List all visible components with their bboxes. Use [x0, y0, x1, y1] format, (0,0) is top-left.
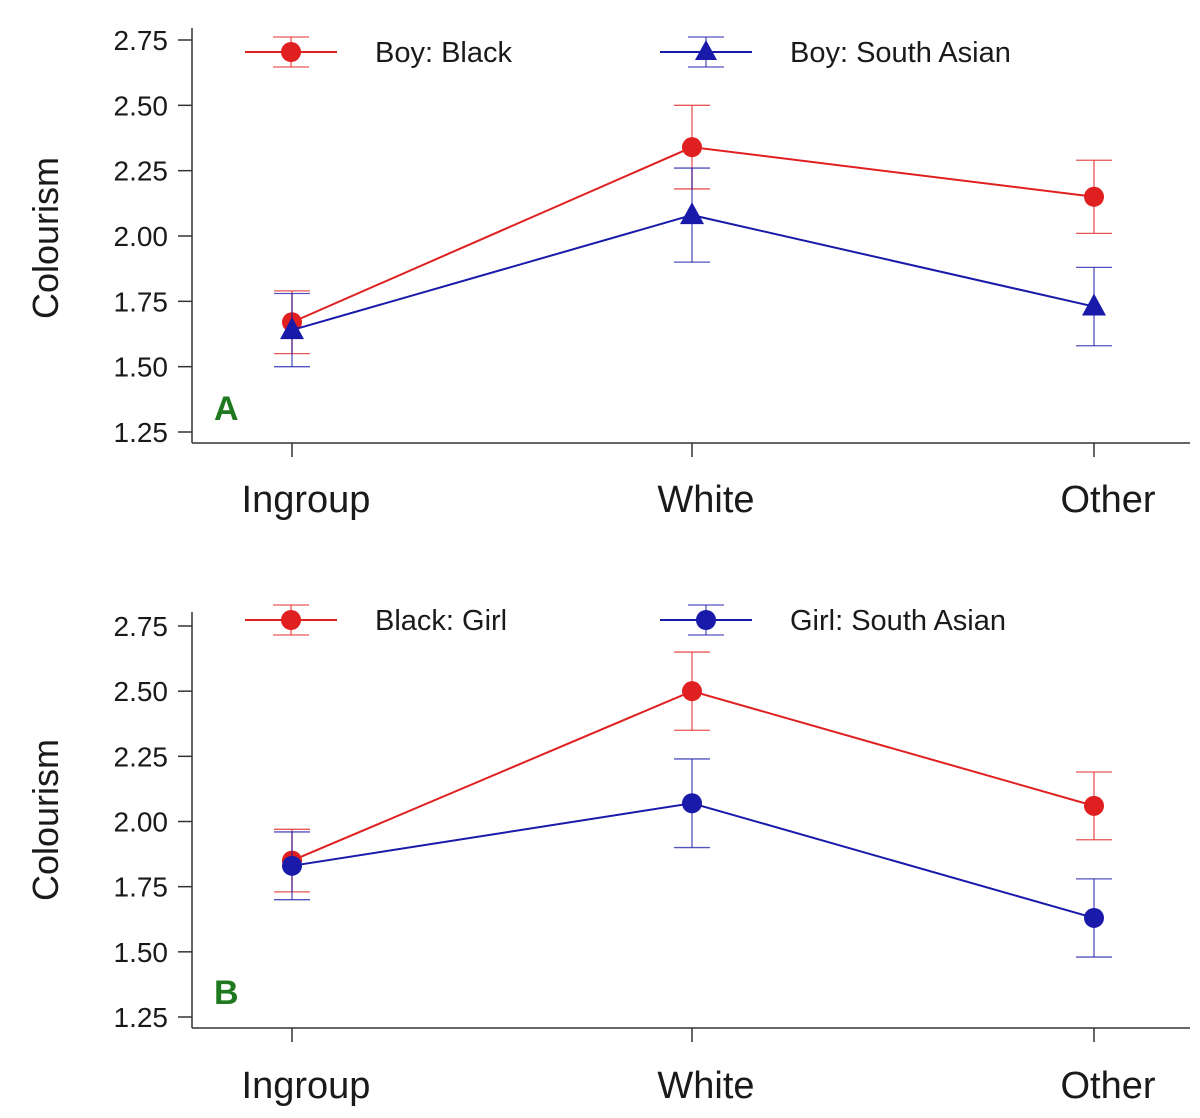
data-point — [682, 137, 702, 158]
y-tick-label: 2.75 — [114, 25, 169, 56]
series-line — [291, 214, 1095, 332]
legend-marker — [696, 610, 716, 630]
y-tick-label: 2.00 — [114, 221, 169, 252]
data-point — [280, 317, 304, 340]
x-category-label: Ingroup — [242, 1065, 371, 1107]
legend-label: Boy: Black — [375, 37, 512, 69]
legend-marker — [281, 610, 301, 630]
y-tick-label: 1.75 — [114, 872, 169, 903]
series-line — [291, 690, 1095, 862]
x-category-label: Ingroup — [242, 479, 371, 521]
legend-label: Girl: South Asian — [790, 605, 1006, 637]
y-tick-label: 1.75 — [114, 286, 169, 317]
y-tick-label: 2.50 — [114, 90, 169, 121]
x-category-label: Other — [1060, 479, 1155, 521]
series-0 — [274, 104, 1112, 355]
x-category-label: White — [657, 479, 754, 521]
y-tick-label: 2.25 — [114, 741, 169, 772]
chart-panel-b: 1.25 1.50 1.75 2.00 2.25 2.50 2.75 Ingroup White… — [25, 604, 1190, 1107]
x-category-label: Other — [1060, 1065, 1155, 1107]
legend-entry-0: Black: Girl — [245, 604, 507, 637]
data-point — [1082, 293, 1106, 316]
legend-entry-1: Boy: South Asian — [660, 36, 1011, 69]
y-tick-label: 2.25 — [114, 156, 169, 187]
y-tick-label: 1.25 — [114, 417, 169, 448]
data-point — [680, 202, 704, 225]
series-1 — [274, 167, 1112, 368]
legend-entry-1: Girl: South Asian — [660, 604, 1006, 637]
legend-marker — [695, 40, 717, 60]
chart-panel-a: 1.25 1.50 1.75 2.00 2.25 2.50 2.75 Ingroup White… — [25, 25, 1190, 521]
y-tick-label: 2.50 — [114, 676, 169, 707]
series-1 — [274, 758, 1112, 958]
data-point — [1084, 186, 1104, 207]
series-0 — [274, 651, 1112, 893]
y-axis-label: Colourism — [25, 157, 66, 319]
y-axis-label: Colourism — [25, 739, 66, 901]
data-point — [1084, 907, 1104, 928]
data-point — [1084, 795, 1104, 816]
panel-letter: B — [214, 974, 239, 1012]
data-point — [682, 793, 702, 814]
y-tick-label: 2.00 — [114, 807, 169, 838]
legend-label: Black: Girl — [375, 605, 507, 637]
y-tick-label: 2.75 — [114, 611, 169, 642]
panel-letter: A — [214, 390, 239, 428]
legend-marker — [281, 42, 301, 62]
legend-label: Boy: South Asian — [790, 37, 1011, 69]
series-line — [291, 802, 1095, 919]
data-point — [282, 855, 302, 876]
y-tick-label: 1.25 — [114, 1002, 169, 1033]
data-point — [682, 681, 702, 702]
legend-entry-0: Boy: Black — [245, 36, 512, 69]
y-tick-label: 1.50 — [114, 352, 169, 383]
y-tick-label: 1.50 — [114, 937, 169, 968]
x-category-label: White — [657, 1065, 754, 1107]
